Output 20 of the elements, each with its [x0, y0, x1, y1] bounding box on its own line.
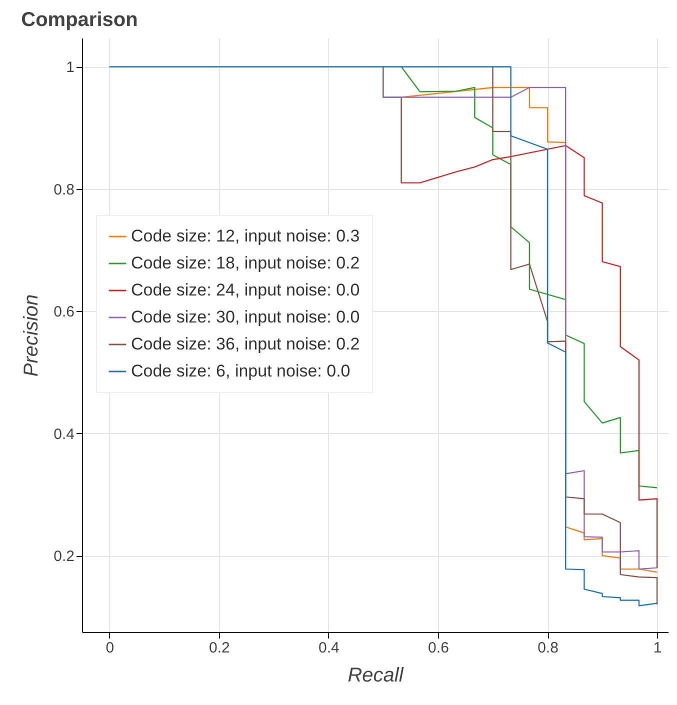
x-tick-label: 0.4 — [318, 640, 340, 656]
legend-label: Code size: 18, input noise: 0.2 — [131, 254, 360, 272]
x-tick-label: 0 — [106, 640, 114, 656]
x-axis-title: Recall — [348, 664, 404, 686]
y-tick-label: 0.6 — [54, 304, 74, 321]
y-tick-label: 0.4 — [54, 426, 74, 443]
x-tick-label: 0.8 — [538, 640, 558, 656]
x-tick-label: 1 — [653, 640, 662, 656]
legend-label: Code size: 6, input noise: 0.0 — [131, 362, 350, 380]
legend-label: Code size: 30, input noise: 0.0 — [131, 308, 360, 326]
legend-label: Code size: 24, input noise: 0.0 — [131, 280, 360, 300]
legend-label: Code size: 36, input noise: 0.2 — [131, 334, 360, 354]
y-axis-title: Precision — [20, 294, 43, 377]
y-tick-label: 1 — [66, 59, 74, 76]
y-tick-label: 0.8 — [54, 181, 74, 198]
legend-label: Code size: 12, input noise: 0.3 — [131, 226, 360, 246]
y-tick-label: 0.2 — [54, 548, 74, 566]
x-tick-label: 0.6 — [428, 640, 449, 656]
chart-title: Comparison — [21, 9, 138, 31]
x-tick-label: 0.2 — [208, 640, 230, 656]
